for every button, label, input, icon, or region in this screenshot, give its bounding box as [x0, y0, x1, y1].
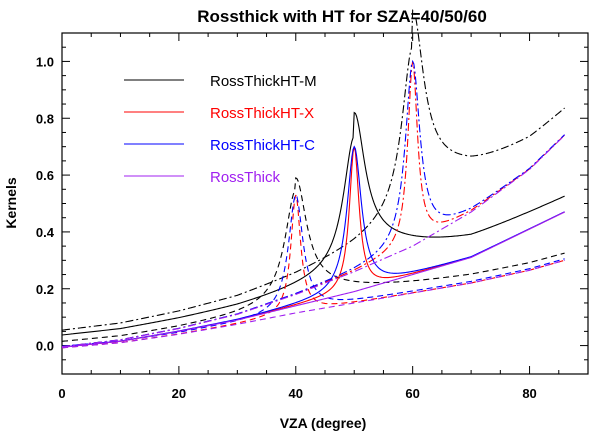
x-tick-label: 0	[58, 386, 65, 401]
series-line-rossthickht-c-sza50	[61, 145, 565, 348]
y-tick-label: 0.6	[36, 168, 54, 183]
x-axis-label: VZA (degree)	[280, 415, 367, 431]
series-lines	[61, 9, 566, 349]
series-line-rossthickht-m-sza50	[61, 111, 565, 336]
plot-frame	[61, 32, 589, 375]
series-line-rossthickht-x-sza50	[61, 146, 565, 348]
legend-label: RossThickHT-M	[210, 73, 317, 90]
axis-tick-labels: 0 20 40 60 80 0.0 0.2 0.4 0.6 0.8 1.0	[36, 54, 537, 401]
series-line-rossthick-sza60	[61, 134, 566, 348]
x-tick-label: 80	[522, 386, 536, 401]
x-tick-label: 20	[172, 386, 186, 401]
x-tick-label: 60	[405, 386, 419, 401]
legend: RossThickHT-M RossThickHT-X RossThickHT-C R…	[124, 73, 317, 186]
series-line-rossthickht-m-sza60	[61, 9, 565, 331]
y-tick-label: 0.8	[36, 111, 54, 126]
y-tick-label: 0.0	[36, 339, 54, 354]
series-line-rossthick-sza40	[61, 259, 565, 349]
axis-ticks	[61, 33, 588, 374]
y-tick-label: 1.0	[36, 54, 54, 69]
x-tick-label: 40	[289, 386, 303, 401]
legend-label: RossThickHT-C	[210, 137, 315, 154]
legend-label: RossThickHT-X	[210, 105, 314, 122]
series-line-rossthickht-m-sza40	[61, 176, 565, 342]
y-tick-label: 0.2	[36, 282, 54, 297]
legend-label: RossThick	[210, 169, 281, 186]
chart-title: Rossthick with HT for SZA=40/50/60	[197, 7, 487, 26]
y-tick-label: 0.4	[36, 225, 55, 240]
y-axis-label: Kernels	[3, 177, 19, 229]
series-line-rossthick-sza50	[61, 211, 565, 348]
series-line-rossthickht-x-sza40	[61, 194, 565, 349]
